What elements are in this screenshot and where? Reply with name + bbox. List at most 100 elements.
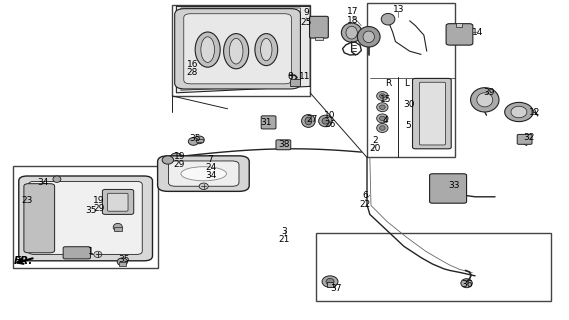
Ellipse shape xyxy=(377,103,388,112)
Bar xyxy=(327,282,333,287)
Text: 9: 9 xyxy=(303,8,309,17)
Text: 14: 14 xyxy=(472,28,484,36)
Text: 33: 33 xyxy=(448,181,460,190)
FancyBboxPatch shape xyxy=(175,9,300,89)
Text: 6: 6 xyxy=(362,191,368,200)
Bar xyxy=(367,3,455,157)
FancyBboxPatch shape xyxy=(19,176,152,261)
Ellipse shape xyxy=(229,38,243,64)
Ellipse shape xyxy=(113,223,122,231)
Text: 32: 32 xyxy=(523,133,535,142)
Text: 4: 4 xyxy=(382,116,388,125)
Ellipse shape xyxy=(181,167,226,181)
Text: 19: 19 xyxy=(93,196,105,205)
Ellipse shape xyxy=(357,27,380,47)
Ellipse shape xyxy=(441,183,455,194)
FancyBboxPatch shape xyxy=(430,174,467,203)
Ellipse shape xyxy=(201,37,215,62)
Text: 3: 3 xyxy=(282,228,287,236)
Text: 34: 34 xyxy=(37,178,48,187)
Ellipse shape xyxy=(326,278,334,285)
FancyBboxPatch shape xyxy=(276,140,291,150)
Ellipse shape xyxy=(162,156,174,164)
Ellipse shape xyxy=(171,153,182,161)
Text: L: L xyxy=(405,79,409,88)
Bar xyxy=(172,5,310,96)
Ellipse shape xyxy=(505,102,533,122)
Ellipse shape xyxy=(199,183,208,189)
Ellipse shape xyxy=(377,124,388,132)
FancyBboxPatch shape xyxy=(108,193,128,211)
Text: 5: 5 xyxy=(406,121,411,130)
Text: 15: 15 xyxy=(380,95,391,104)
Text: 29: 29 xyxy=(174,160,185,169)
Text: 24: 24 xyxy=(205,163,216,172)
Ellipse shape xyxy=(471,88,499,112)
FancyBboxPatch shape xyxy=(24,184,55,253)
Polygon shape xyxy=(176,6,310,93)
Ellipse shape xyxy=(194,136,204,144)
Text: 12: 12 xyxy=(529,108,541,116)
Ellipse shape xyxy=(261,38,272,61)
Text: 22: 22 xyxy=(360,200,371,209)
Text: 29: 29 xyxy=(93,204,105,213)
Text: 1: 1 xyxy=(88,247,94,256)
Ellipse shape xyxy=(302,115,315,127)
Bar xyxy=(315,37,323,40)
FancyBboxPatch shape xyxy=(102,189,134,214)
Ellipse shape xyxy=(363,31,374,43)
Text: 37: 37 xyxy=(330,284,341,293)
Ellipse shape xyxy=(94,251,102,258)
Ellipse shape xyxy=(377,92,388,100)
FancyBboxPatch shape xyxy=(261,116,276,129)
Ellipse shape xyxy=(381,13,395,25)
Ellipse shape xyxy=(224,34,249,69)
Bar xyxy=(196,139,203,142)
Ellipse shape xyxy=(322,276,338,287)
Text: 21: 21 xyxy=(279,236,290,244)
Text: 30: 30 xyxy=(403,100,414,108)
Ellipse shape xyxy=(477,93,493,107)
Text: R: R xyxy=(386,79,391,88)
Text: 20: 20 xyxy=(370,144,381,153)
Text: 25: 25 xyxy=(300,18,312,27)
Text: 27: 27 xyxy=(306,115,318,124)
Text: 2: 2 xyxy=(373,136,378,145)
Ellipse shape xyxy=(346,26,357,39)
Text: 18: 18 xyxy=(347,16,358,25)
Text: 13: 13 xyxy=(393,5,404,14)
FancyBboxPatch shape xyxy=(446,24,473,45)
Text: 34: 34 xyxy=(205,171,216,180)
Ellipse shape xyxy=(53,176,61,182)
Text: 35: 35 xyxy=(189,134,200,143)
FancyBboxPatch shape xyxy=(158,156,249,191)
Text: 7: 7 xyxy=(208,155,213,164)
Bar xyxy=(114,227,122,231)
Text: 35: 35 xyxy=(85,206,97,215)
FancyBboxPatch shape xyxy=(310,16,328,38)
Ellipse shape xyxy=(117,258,127,266)
Text: 17: 17 xyxy=(347,7,358,16)
Ellipse shape xyxy=(377,114,388,123)
Text: 31: 31 xyxy=(261,118,272,127)
Text: 10: 10 xyxy=(324,111,336,120)
FancyBboxPatch shape xyxy=(517,134,532,144)
Ellipse shape xyxy=(380,105,385,109)
Bar xyxy=(456,23,462,27)
Ellipse shape xyxy=(511,106,527,118)
Text: 16: 16 xyxy=(187,60,198,68)
Ellipse shape xyxy=(319,115,332,127)
FancyBboxPatch shape xyxy=(63,247,90,259)
Ellipse shape xyxy=(255,34,278,66)
FancyBboxPatch shape xyxy=(413,78,451,149)
Ellipse shape xyxy=(112,197,123,207)
Text: 35: 35 xyxy=(118,255,130,264)
Bar xyxy=(13,166,158,268)
Text: 19: 19 xyxy=(174,152,185,161)
Text: 38: 38 xyxy=(279,140,290,149)
Polygon shape xyxy=(181,8,300,90)
Ellipse shape xyxy=(461,279,472,288)
Bar xyxy=(316,233,551,301)
Ellipse shape xyxy=(380,116,385,121)
Text: 11: 11 xyxy=(299,72,310,81)
